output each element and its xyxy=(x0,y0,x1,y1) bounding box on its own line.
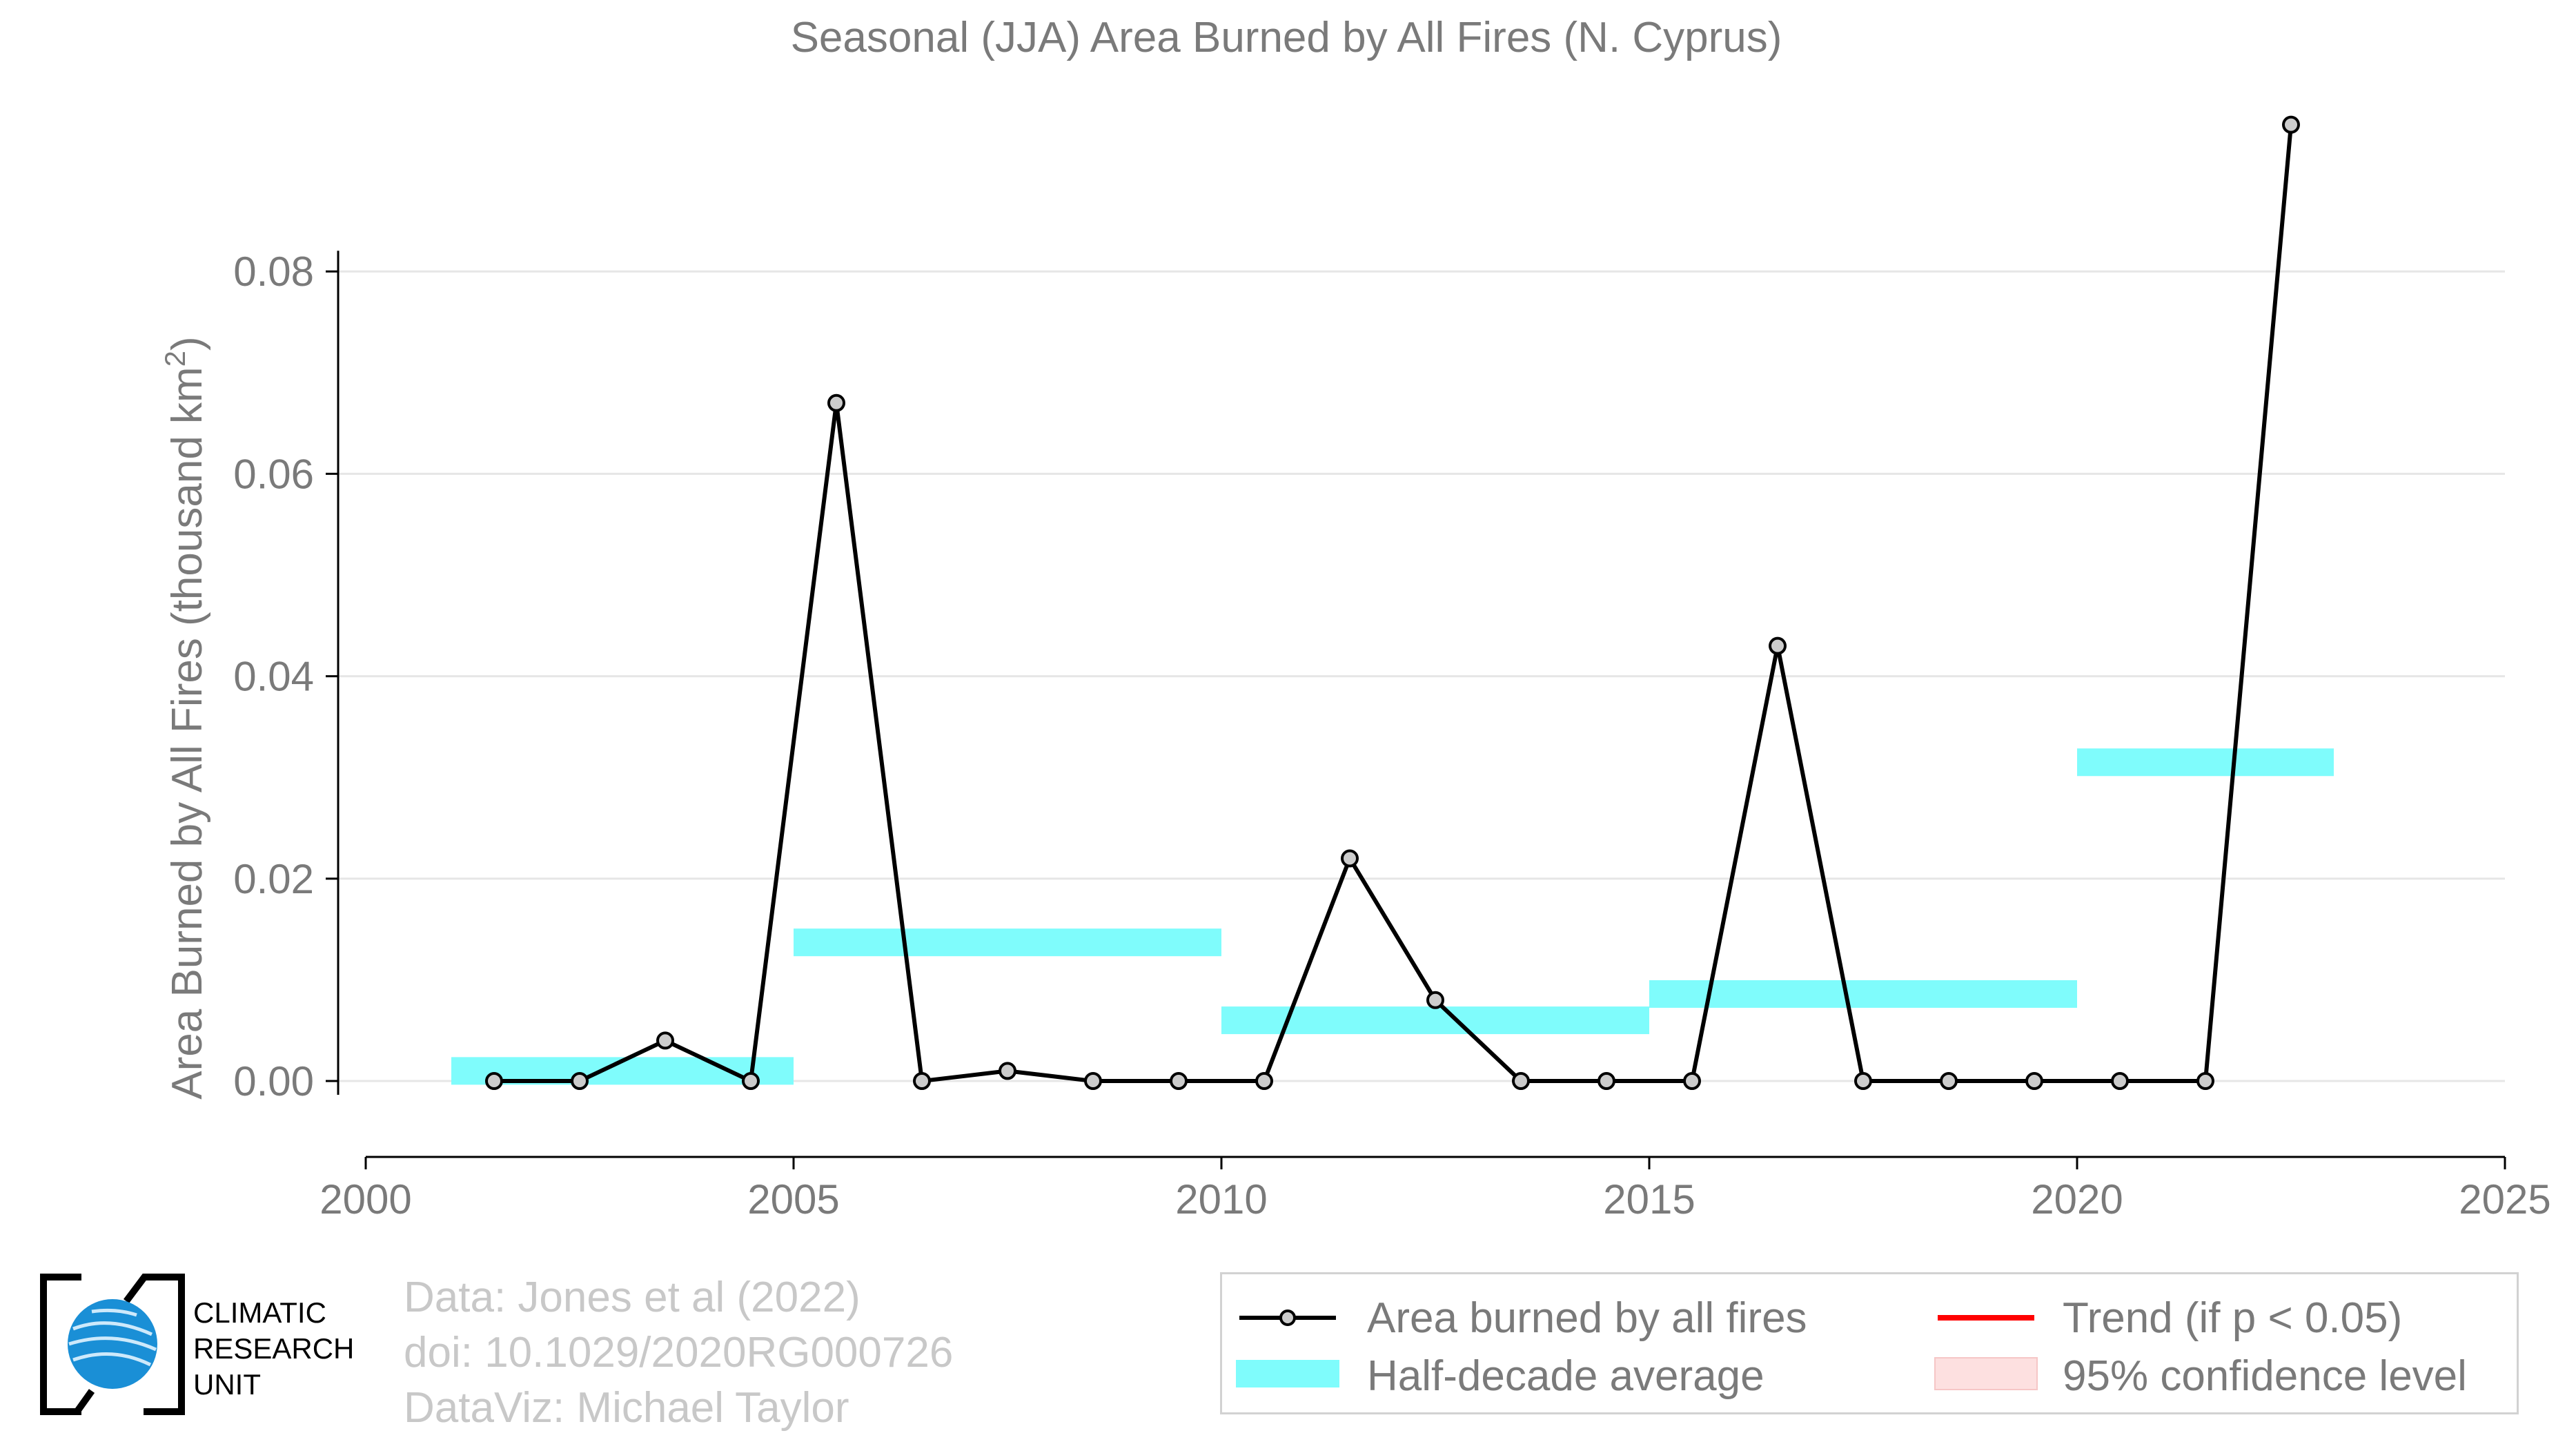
data-point-20 xyxy=(2196,1072,2214,1091)
data-point-9 xyxy=(1255,1072,1273,1091)
y-tick-label-1: 0.02 xyxy=(233,856,314,902)
average-bar-1 xyxy=(794,928,1221,957)
y-tick-label-4: 0.08 xyxy=(233,249,314,295)
legend-label-trend: Trend (if p < 0.05) xyxy=(2063,1294,2403,1342)
data-point-14 xyxy=(1683,1072,1701,1091)
data-point-11 xyxy=(1426,991,1444,1009)
credit-dataviz: DataViz: Michael Taylor xyxy=(404,1384,849,1432)
y-axis-label-close: ) xyxy=(164,336,211,351)
series-line xyxy=(494,124,2293,1084)
data-point-21 xyxy=(2282,115,2300,134)
data-point-12 xyxy=(1512,1072,1530,1091)
x-tick-label-0: 2000 xyxy=(319,1176,411,1223)
data-point-6 xyxy=(999,1062,1016,1080)
credit-data: Data: Jones et al (2022) xyxy=(404,1274,861,1321)
x-tick-label-3: 2015 xyxy=(1603,1176,1695,1223)
data-point-16 xyxy=(1854,1072,1872,1091)
legend-swatch-confidence xyxy=(1934,1357,2038,1390)
y-tick-label-2: 0.04 xyxy=(233,654,314,700)
data-point-4 xyxy=(827,393,845,412)
x-tick-label-2: 2010 xyxy=(1175,1176,1267,1223)
tick-labels: 0.00 0.02 0.04 0.06 0.08 2000 2005 2010 2015 2020… xyxy=(233,249,2551,1223)
logo-text: CLIMATIC RESEARCH UNIT xyxy=(193,1295,354,1403)
average-bar-4 xyxy=(2077,748,2334,777)
y-tick-label-0: 0.00 xyxy=(233,1058,314,1104)
x-tick-label-4: 2020 xyxy=(2031,1176,2123,1223)
x-tick-label-5: 2025 xyxy=(2459,1176,2550,1223)
legend-swatch-trend xyxy=(1938,1315,2034,1321)
data-point-10 xyxy=(1341,849,1359,868)
series-area-burned xyxy=(485,115,2300,1091)
logo-line-2: RESEARCH xyxy=(193,1332,355,1365)
legend: Area burned by all fires Trend (if p < 0… xyxy=(1220,1272,2519,1414)
chart-title: Seasonal (JJA) Area Burned by All Fires … xyxy=(791,14,1782,61)
x-tick-label-1: 2005 xyxy=(747,1176,839,1223)
data-point-1 xyxy=(571,1072,589,1091)
cru-logo xyxy=(40,1272,185,1417)
data-point-3 xyxy=(742,1072,760,1091)
data-point-2 xyxy=(656,1031,674,1050)
data-point-7 xyxy=(1084,1072,1102,1091)
y-axis-label: Area Burned by All Fires (thousand km2) xyxy=(159,336,211,1099)
credits: Data: Jones et al (2022) doi: 10.1029/20… xyxy=(404,1270,953,1436)
data-point-0 xyxy=(485,1072,503,1091)
legend-swatch-line xyxy=(1239,1309,1336,1326)
legend-swatch-average xyxy=(1236,1360,1339,1387)
axes xyxy=(326,251,2506,1169)
globe-icon xyxy=(40,1272,185,1417)
data-point-15 xyxy=(1769,636,1787,655)
data-point-19 xyxy=(2111,1072,2129,1091)
legend-label-confidence: 95% confidence level xyxy=(2063,1352,2467,1400)
average-bar-3 xyxy=(1649,980,2077,1008)
data-point-17 xyxy=(1940,1072,1958,1091)
half-decade-average-bars xyxy=(451,748,2334,1085)
legend-label-series: Area burned by all fires xyxy=(1367,1294,1807,1342)
legend-label-average: Half-decade average xyxy=(1367,1352,1764,1400)
data-point-8 xyxy=(1170,1072,1188,1091)
logo-line-3: UNIT xyxy=(193,1368,261,1401)
data-point-13 xyxy=(1597,1072,1615,1091)
data-point-5 xyxy=(913,1072,931,1091)
grid-lines xyxy=(338,270,2505,1082)
y-tick-label-3: 0.06 xyxy=(233,451,314,497)
logo-line-1: CLIMATIC xyxy=(193,1296,326,1329)
data-point-18 xyxy=(2025,1072,2043,1091)
credit-doi: doi: 10.1029/2020RG000726 xyxy=(404,1329,954,1376)
y-axis-label-superscript: 2 xyxy=(159,351,191,367)
y-axis-label-main: Area Burned by All Fires (thousand km xyxy=(164,367,211,1099)
